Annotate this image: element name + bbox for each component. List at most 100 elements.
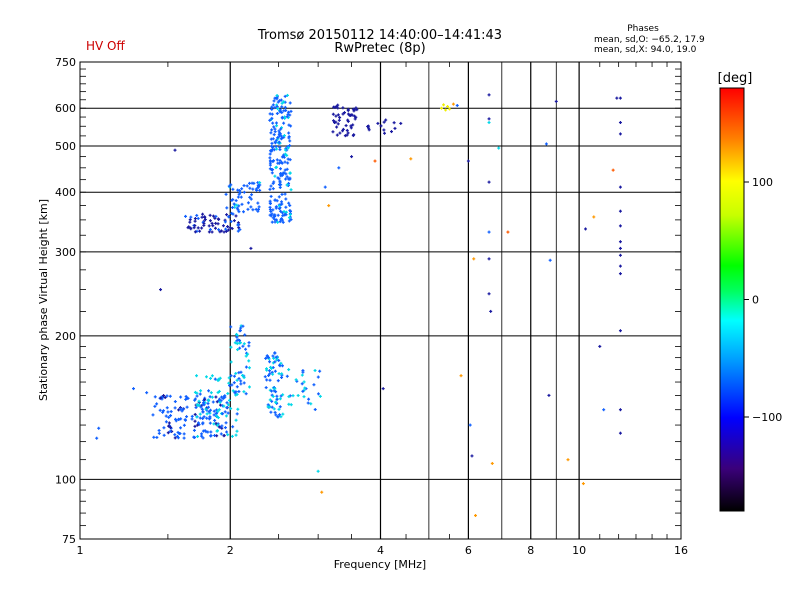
echo-point: [238, 191, 242, 195]
echo-point: [227, 398, 231, 402]
echo-point: [176, 434, 180, 438]
echo-point: [602, 408, 606, 412]
echo-point: [355, 108, 359, 112]
echo-point: [287, 219, 291, 223]
echo-point: [152, 435, 156, 439]
echo-point: [271, 181, 275, 185]
echo-point: [201, 212, 205, 216]
echo-point: [393, 126, 397, 130]
echo-point: [179, 395, 183, 399]
echo-point: [224, 227, 228, 231]
echo-point: [271, 160, 275, 164]
echo-point: [270, 212, 274, 216]
echo-point: [210, 230, 214, 234]
echo-point: [618, 431, 622, 435]
echo-point: [334, 105, 338, 109]
echo-point: [250, 193, 254, 197]
echo-point: [214, 395, 218, 399]
echo-point: [244, 392, 248, 396]
x-tick-label: 4: [377, 544, 384, 557]
echo-point: [272, 213, 276, 217]
echo-point: [193, 424, 197, 428]
echo-point: [272, 99, 276, 103]
echo-point: [285, 167, 289, 171]
echo-point: [225, 213, 229, 217]
echo-point: [215, 429, 219, 433]
echo-point: [235, 342, 239, 346]
echo-point: [213, 226, 217, 230]
echo-point: [169, 425, 173, 429]
echo-point: [236, 188, 240, 192]
echo-point: [272, 407, 276, 411]
echo-point: [168, 429, 172, 433]
echo-point: [283, 105, 287, 109]
echo-point: [278, 397, 282, 401]
echo-point: [230, 383, 234, 387]
echo-point: [161, 409, 165, 413]
echo-point: [212, 413, 216, 417]
echo-point: [275, 147, 279, 151]
echo-point: [273, 106, 277, 110]
echo-point: [151, 413, 155, 417]
echo-point: [193, 412, 197, 416]
echo-point: [278, 220, 282, 224]
echo-point: [288, 177, 292, 181]
echo-point: [618, 329, 622, 333]
echo-point: [235, 378, 239, 382]
echo-point: [277, 358, 281, 362]
echo-point: [229, 220, 233, 224]
echo-point: [287, 395, 291, 399]
echo-point: [164, 414, 168, 418]
echo-point: [346, 118, 350, 122]
echo-point: [159, 288, 163, 292]
echo-point: [309, 402, 313, 406]
echo-point: [234, 214, 238, 218]
y-axis-label: Stationary phase Virtual Height [km]: [37, 199, 50, 401]
echo-point: [487, 257, 491, 261]
echo-point: [282, 121, 286, 125]
echo-point: [278, 132, 282, 136]
echo-point: [276, 415, 280, 419]
echo-point: [206, 405, 210, 409]
echo-point: [279, 209, 283, 213]
echo-point: [347, 113, 351, 117]
echo-point: [280, 105, 284, 109]
echo-point: [215, 400, 219, 404]
echo-point: [487, 117, 491, 121]
echo-point: [285, 93, 289, 97]
echo-point: [544, 142, 548, 146]
echo-point: [287, 123, 291, 127]
echo-point: [166, 431, 170, 435]
echo-point: [351, 134, 355, 138]
echo-point: [206, 402, 210, 406]
echo-point: [409, 157, 413, 161]
echo-point: [247, 385, 251, 389]
echo-point: [285, 175, 289, 179]
echo-point: [273, 217, 277, 221]
colorbar-unit-label: [deg]: [718, 71, 753, 86]
echo-point: [180, 409, 184, 413]
echo-point: [618, 185, 622, 189]
echo-point: [275, 103, 279, 107]
echo-point: [203, 218, 207, 222]
echo-point: [200, 407, 204, 411]
echo-point: [279, 137, 283, 141]
echo-point: [222, 395, 226, 399]
echo-point: [279, 415, 283, 419]
echo-point: [251, 208, 255, 212]
echo-point: [337, 166, 341, 170]
echo-point: [235, 412, 239, 416]
echo-point: [235, 392, 239, 396]
echo-point: [204, 407, 208, 411]
echo-point: [217, 377, 221, 381]
echo-point: [618, 272, 622, 276]
echo-point: [277, 195, 281, 199]
echo-point: [277, 140, 281, 144]
echo-point: [211, 214, 215, 218]
echo-point: [177, 408, 181, 412]
echo-point: [278, 159, 282, 163]
echo-point: [468, 423, 472, 427]
x-tick-label: 1: [77, 544, 84, 557]
echo-point: [301, 369, 305, 373]
plot-area: 1 2 4 6 8 10 16 75 100 200 300 400 500 600 750: [55, 56, 688, 557]
